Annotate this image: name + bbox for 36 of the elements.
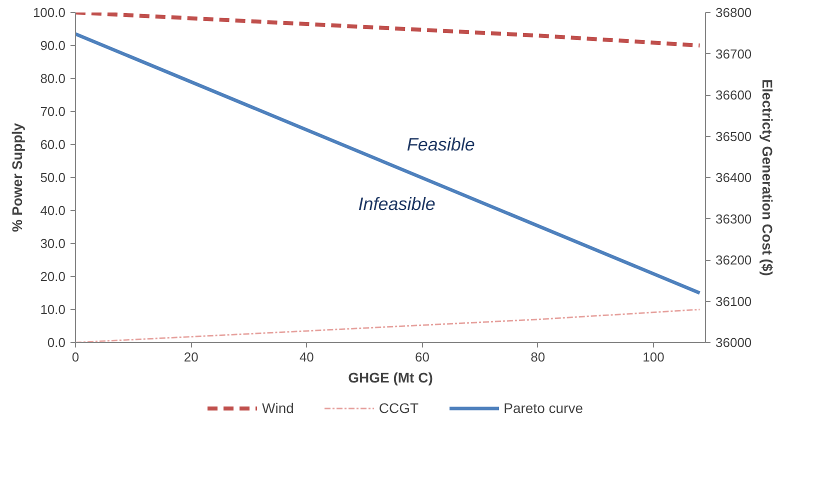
y2-tick-label: 36400 [716,170,752,185]
x-tick-label: 0 [72,350,80,364]
y-tick-label: 60.0 [40,137,66,152]
x-tick-label: 60 [415,350,430,364]
legend-label: Wind [262,400,294,416]
y-tick-label: 80.0 [40,71,66,86]
x-tick-label: 40 [299,350,314,364]
y2-tick-label: 36500 [716,128,752,144]
y-tick-label: 40.0 [40,203,66,218]
x-tick-label: 100 [642,350,664,364]
legend-label: CCGT [378,400,419,416]
y2-tick-label: 36700 [716,46,752,62]
y-tick-label: 30.0 [40,236,66,251]
y-tick-label: 50.0 [40,170,66,185]
y2-tick-label: 36100 [716,294,752,309]
y-tick-label: 20.0 [40,269,66,284]
line-series [76,12,702,48]
line-series [76,308,700,342]
y-tick-label: 90.0 [40,38,66,53]
y2-tick-label: 36300 [716,211,752,226]
legend-label: Pareto curve [504,400,583,416]
x-tick-label: 20 [184,350,198,364]
y-axis-title: % Power Supply [8,122,25,232]
y-tick-label: 10.0 [40,302,66,317]
y-tick-label: 0.0 [47,335,66,350]
y-tick-label: 100.0 [32,5,66,20]
y-tick-label: 70.0 [40,104,66,119]
y2-tick-label: 36800 [716,5,752,20]
y2-axis-title: Electricty Generation Cost ($) [760,79,776,276]
annotation: Infeasible [358,194,436,214]
y2-tick-label: 36200 [716,252,752,268]
y2-tick-label: 36600 [716,88,752,102]
x-axis-title: GHGE (Mt C) [348,370,433,386]
annotation: Feasible [406,134,475,154]
x-tick-label: 80 [530,350,546,364]
y2-tick-label: 36000 [716,335,752,350]
